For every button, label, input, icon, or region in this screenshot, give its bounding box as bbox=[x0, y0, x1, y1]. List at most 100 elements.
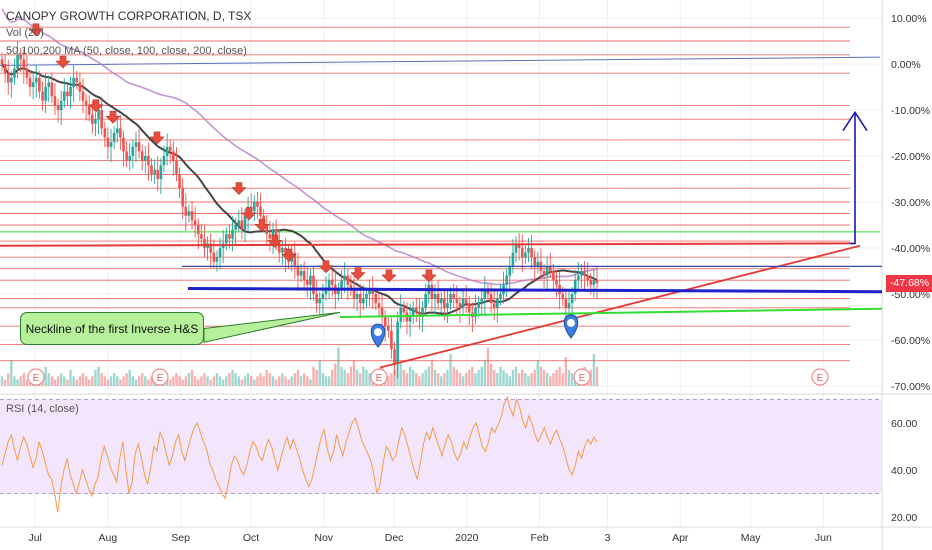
candle-body bbox=[13, 68, 16, 78]
rsi-indicator-label[interactable]: RSI (14, close) bbox=[6, 403, 79, 415]
volume-bar bbox=[343, 369, 346, 386]
time-axis-tick: Oct bbox=[243, 532, 259, 544]
candle-body bbox=[545, 266, 549, 276]
candle-body bbox=[268, 234, 272, 239]
candle-body bbox=[3, 64, 7, 74]
volume-bar bbox=[56, 376, 60, 386]
candle-body bbox=[408, 317, 412, 322]
volume-bar bbox=[567, 369, 571, 386]
candle-body bbox=[106, 137, 110, 147]
volume-bar bbox=[200, 376, 203, 386]
candle-body bbox=[486, 289, 490, 294]
volume-bar bbox=[496, 373, 499, 386]
down-arrow-marker bbox=[149, 131, 165, 145]
volume-bar bbox=[0, 376, 4, 386]
volume-bar bbox=[446, 369, 449, 386]
candle-body bbox=[97, 110, 100, 120]
candle-body bbox=[527, 248, 530, 253]
volume-bar bbox=[119, 379, 122, 386]
volume-bar bbox=[278, 376, 281, 386]
volume-bar bbox=[527, 376, 530, 386]
rsi-axis[interactable]: 60.00 40.00 20.00 bbox=[891, 418, 917, 524]
volume-bar bbox=[193, 376, 197, 386]
volume-bar bbox=[517, 373, 521, 386]
earnings-marker bbox=[811, 368, 829, 386]
earnings-marker-label: E bbox=[157, 373, 164, 384]
drawn-horizontal-lines bbox=[0, 26, 881, 362]
candle-body bbox=[128, 156, 132, 161]
volume-bar bbox=[561, 373, 564, 386]
volume-bar bbox=[408, 366, 412, 386]
volume-bar bbox=[552, 373, 555, 386]
candle-body bbox=[365, 294, 368, 299]
ma-indicator-label[interactable]: 50,100,200 MA (50, close, 100, close, 20… bbox=[6, 45, 247, 57]
candle-body bbox=[153, 169, 156, 175]
volume-bar bbox=[480, 366, 483, 386]
volume-bar bbox=[302, 373, 306, 386]
candle-body bbox=[162, 156, 166, 166]
volume-bar bbox=[47, 373, 50, 386]
volume-bar bbox=[387, 376, 390, 386]
volume-bar bbox=[109, 376, 113, 386]
price-axis[interactable]: 10.00% 0.00% -10.00% -20.00% -30.00% -40.00% -… bbox=[891, 13, 930, 393]
candle-body bbox=[10, 77, 13, 83]
candle-body bbox=[22, 59, 26, 69]
volume-bar bbox=[433, 369, 437, 386]
time-axis-tick: Apr bbox=[672, 532, 689, 544]
candle-body bbox=[386, 326, 390, 331]
volume-indicator-label[interactable]: Vol (20) bbox=[6, 27, 44, 39]
volume-bar bbox=[256, 376, 259, 386]
price-axis-tick: 10.00% bbox=[891, 13, 927, 25]
volume-bar bbox=[418, 376, 421, 386]
volume-bar bbox=[359, 373, 362, 386]
volume-bar bbox=[536, 360, 540, 386]
candle-body bbox=[212, 252, 216, 262]
price-axis-tick: -10.00% bbox=[891, 105, 930, 117]
candle-body bbox=[137, 142, 141, 152]
rsi-axis-tick: 60.00 bbox=[891, 418, 917, 430]
volume-bar bbox=[318, 360, 321, 386]
volume-bar bbox=[97, 366, 100, 386]
pin-marker-center bbox=[374, 328, 382, 337]
volume-bar bbox=[468, 369, 471, 386]
candle-body bbox=[424, 294, 427, 308]
candle-body bbox=[159, 165, 163, 179]
candle-body bbox=[231, 229, 234, 239]
candle-body bbox=[362, 298, 365, 304]
volume-bar bbox=[265, 369, 268, 386]
volume-bar bbox=[595, 366, 599, 386]
candle-body bbox=[196, 225, 200, 235]
volume-bar bbox=[461, 376, 465, 386]
volume-bar bbox=[299, 376, 303, 386]
earnings-marker bbox=[573, 368, 591, 386]
down-arrow-marker bbox=[241, 207, 257, 221]
volume-bar bbox=[53, 379, 57, 386]
volume-bar bbox=[172, 376, 175, 386]
volume-bar bbox=[103, 376, 107, 386]
candle-body bbox=[396, 321, 399, 363]
volume-bar bbox=[542, 369, 546, 386]
candle-body bbox=[390, 330, 393, 350]
volume-bar bbox=[334, 363, 337, 386]
time-axis[interactable]: Jul Aug Sep Oct Nov Dec 2020 Feb 3 Apr May Jun bbox=[28, 532, 832, 544]
volume-bar bbox=[558, 366, 561, 386]
candle-body bbox=[352, 289, 356, 299]
volume-bar bbox=[331, 369, 334, 386]
time-axis-tick: Nov bbox=[314, 532, 333, 544]
candle-body bbox=[218, 248, 222, 258]
candle-body bbox=[583, 271, 586, 276]
volume-bar bbox=[284, 376, 287, 386]
candle-body bbox=[489, 294, 493, 304]
candle-body bbox=[555, 280, 558, 285]
earnings-marker-label: E bbox=[33, 373, 40, 384]
candle-body bbox=[224, 234, 228, 244]
candle-body bbox=[271, 229, 275, 239]
time-axis-tick: 2020 bbox=[455, 532, 479, 544]
down-arrow-marker bbox=[231, 182, 247, 195]
volume-bar bbox=[262, 376, 265, 386]
chart-title: CANOPY GROWTH CORPORATION, D, TSX bbox=[6, 9, 252, 23]
candle-body bbox=[508, 266, 512, 276]
candle-body bbox=[134, 142, 138, 147]
down-arrow-marker bbox=[318, 260, 334, 274]
time-axis-tick: Jul bbox=[28, 532, 41, 544]
